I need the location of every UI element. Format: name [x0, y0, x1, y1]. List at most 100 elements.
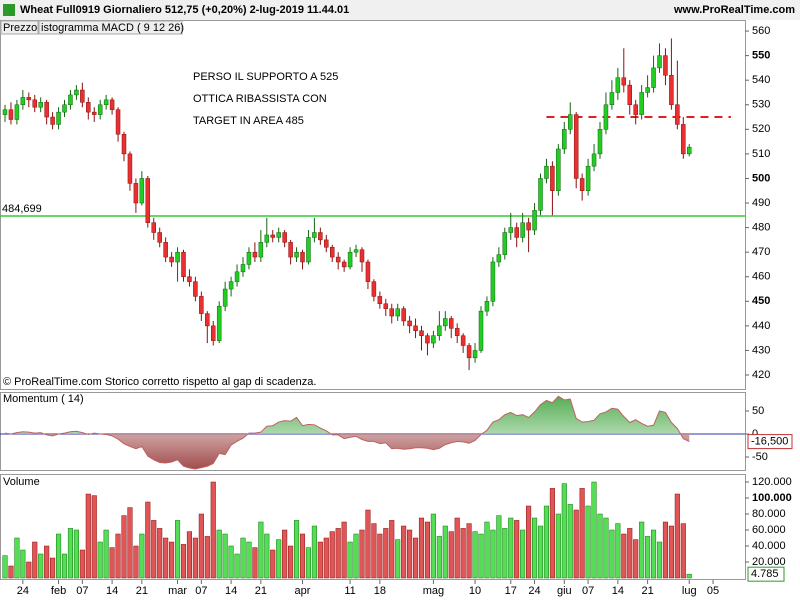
volume-bar [365, 509, 371, 579]
plot: 4204304404504604704804905005105205305405… [0, 25, 793, 597]
candle-body [377, 296, 383, 305]
volume-bar [85, 493, 91, 579]
volume-bar [329, 531, 335, 579]
tab[interactable] [38, 20, 183, 35]
candle-body [294, 251, 299, 258]
candle-body [383, 303, 389, 309]
candle-body [91, 111, 97, 115]
volume-bar [496, 515, 502, 579]
volume-bar [174, 520, 181, 579]
candle-body [371, 281, 377, 297]
volume-bar [383, 528, 389, 579]
footer-note: © ProRealTime.com Storico corretto rispe… [3, 376, 316, 388]
y-tick-label: 470 [752, 246, 770, 258]
volume-bar [192, 537, 198, 579]
x-tick-label: 21 [136, 585, 148, 597]
tab-label[interactable]: Prezzo [3, 22, 37, 34]
candle-body [193, 281, 198, 297]
volume-bar [32, 541, 38, 579]
candle-body [401, 308, 406, 322]
candle-body [514, 227, 519, 238]
panel-title: Momentum ( 14) [3, 393, 84, 405]
volume-bar [222, 533, 228, 579]
volume-bar [508, 517, 514, 579]
candle-body [585, 165, 591, 192]
y-tick-label: 440 [752, 320, 770, 332]
candle-body [502, 232, 508, 255]
candle-body [419, 330, 424, 336]
x-tick-label: 18 [374, 585, 386, 597]
candle-body [175, 251, 180, 263]
candle-body [579, 178, 585, 192]
volume-bar [79, 549, 85, 579]
candle-body [353, 249, 359, 253]
y-tick-label: 80.000 [752, 508, 786, 520]
momentum-panel [0, 392, 746, 471]
candle-body [228, 281, 234, 290]
annotation: OTTICA RIBASSISTA CON [193, 93, 327, 105]
volume-bar [412, 537, 419, 579]
x-tick-label: lug [682, 585, 697, 597]
candle-body [145, 178, 151, 223]
volume-bar [157, 528, 163, 579]
candle-body [686, 146, 692, 155]
volume-bar [650, 529, 657, 579]
candle-body [44, 102, 49, 118]
volume-bar [293, 520, 300, 579]
header-bar [0, 0, 800, 20]
candle-body [312, 232, 317, 238]
volume-bar [531, 517, 538, 579]
volume-bar [567, 504, 573, 579]
tab-label[interactable]: istogramma MACD ( 9 12 26) [41, 22, 184, 34]
momentum-fill-up [4, 396, 681, 435]
volume-bar [228, 545, 234, 579]
candle-body [484, 301, 490, 312]
candle-body [347, 251, 353, 268]
volume-bar [472, 531, 478, 579]
momentum-line [4, 395, 690, 470]
y-tick-label: 490 [752, 197, 770, 209]
candle-body [26, 97, 32, 101]
volume-bar [585, 505, 591, 579]
volume-bar [436, 536, 442, 579]
x-tick-label: feb [51, 585, 66, 597]
candle-body [597, 129, 603, 155]
volume-bar [680, 523, 686, 579]
x-tick-label: apr [295, 585, 311, 597]
annotation: PERSO IL SUPPORTO A 525 [193, 71, 338, 83]
y-tick-label: 120.000 [752, 476, 792, 488]
volume-bar [210, 481, 216, 579]
x-tick-label: 14 [106, 585, 118, 597]
header-title: Wheat Full0919 Giornaliero 512,75 (+0,20… [20, 4, 349, 16]
volume-bar [603, 517, 609, 579]
volume-bar [299, 533, 306, 579]
x-tick-label: 21 [641, 585, 653, 597]
candle-body [187, 276, 192, 282]
volume-bar [97, 541, 103, 579]
candle-body [562, 129, 567, 150]
last-value-box [747, 434, 793, 450]
tab[interactable] [0, 20, 39, 35]
candle-body [222, 288, 228, 307]
candle-body [603, 104, 609, 130]
volume-bar [526, 505, 532, 579]
y-tick-label: 500 [752, 172, 770, 184]
volume-bar [543, 505, 549, 579]
candle-body [270, 234, 275, 238]
candle-body [300, 251, 305, 263]
volume-bar [169, 541, 175, 579]
candle-body [97, 104, 103, 115]
volume-bar [133, 545, 139, 579]
candle-body [329, 247, 335, 258]
candle-body [2, 109, 8, 115]
volume-bar [323, 537, 329, 579]
volume-bar [103, 529, 109, 579]
candle-body [633, 104, 638, 115]
candle-body [74, 89, 79, 96]
volume-bar [359, 529, 365, 579]
candle-body [199, 296, 204, 314]
candle-body [651, 67, 656, 88]
candle-body [538, 178, 543, 211]
volume-bar [424, 521, 430, 579]
